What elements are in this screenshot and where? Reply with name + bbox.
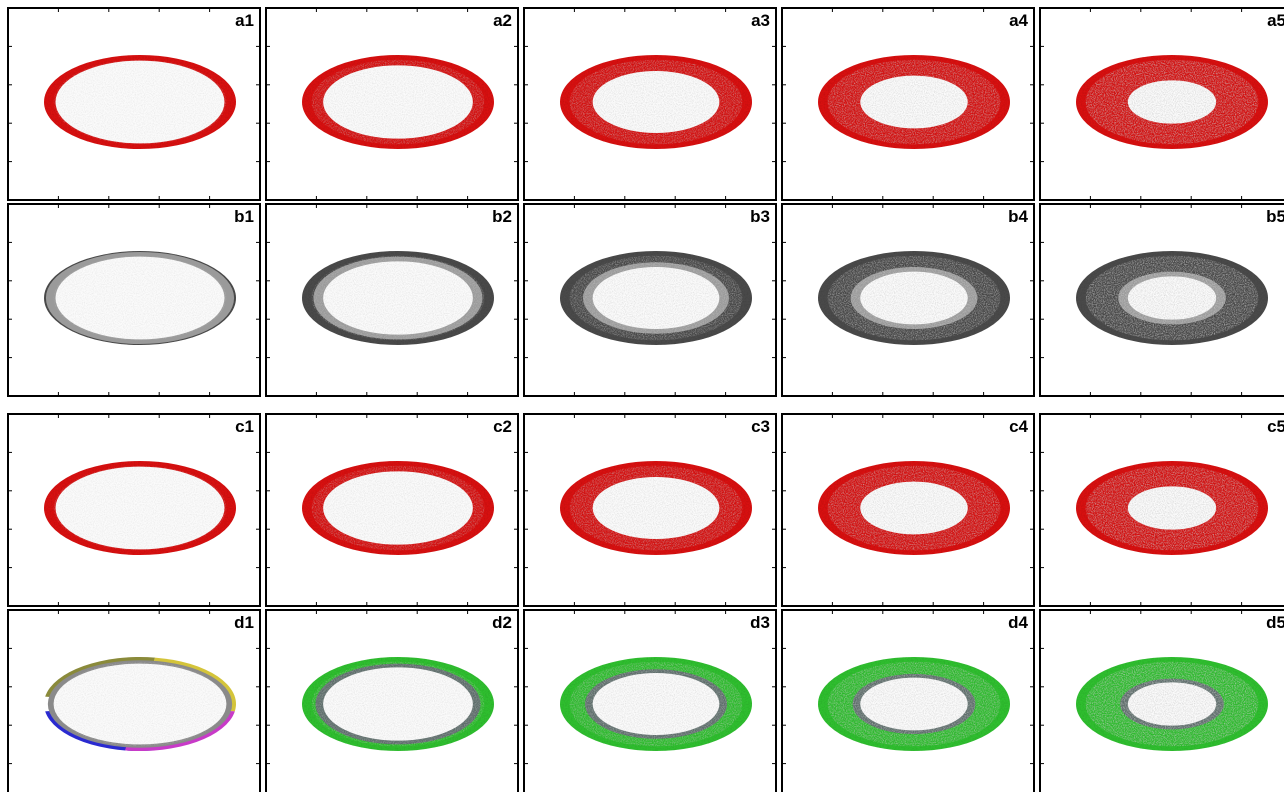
panel-label: a2 <box>493 11 512 30</box>
panel: d5 <box>1040 610 1284 792</box>
disc-speckle <box>312 256 485 341</box>
panel-label: d2 <box>492 613 512 632</box>
panel-label: b5 <box>1266 207 1284 226</box>
panel: b4 <box>782 204 1034 396</box>
panel: b5 <box>1040 204 1284 396</box>
panel-label: a3 <box>751 11 770 30</box>
panel-label: a5 <box>1267 11 1284 30</box>
disc-speckle <box>570 466 743 551</box>
panel-label: c3 <box>751 417 770 436</box>
panel: b2 <box>266 204 518 396</box>
panel: b3 <box>524 204 776 396</box>
disc-speckle <box>312 466 485 551</box>
panel: a5 <box>1040 8 1284 200</box>
panel: c1 <box>8 414 260 606</box>
panel-label: d5 <box>1266 613 1284 632</box>
panel-label: c1 <box>235 417 254 436</box>
disc-speckle <box>1086 466 1259 551</box>
panel-label: b1 <box>234 207 254 226</box>
panel-grid: a1 a2 a3 a4 a5 b1 b2 b3 b4 b5 c1 c2 c3 c4 c5 d1 d2 d3 d4 d5 <box>8 8 1284 792</box>
disc-speckle <box>570 662 743 747</box>
panel: c5 <box>1040 414 1284 606</box>
panel: c4 <box>782 414 1034 606</box>
disc-speckle <box>312 662 485 747</box>
panel-label: c4 <box>1009 417 1028 436</box>
disc-speckle <box>54 256 227 341</box>
figure: a1 a2 a3 a4 a5 b1 b2 b3 b4 b5 c1 c2 c3 c4 c5 d1 d2 d3 d4 d5 <box>0 0 1284 792</box>
panel: d1 <box>8 610 260 792</box>
disc-speckle <box>828 256 1001 341</box>
panel: d4 <box>782 610 1034 792</box>
disc-speckle <box>1086 662 1259 747</box>
panel-label: a1 <box>235 11 254 30</box>
panel-label: d3 <box>750 613 770 632</box>
panel: c3 <box>524 414 776 606</box>
panel-label: b4 <box>1008 207 1028 226</box>
panel: d2 <box>266 610 518 792</box>
panel: a4 <box>782 8 1034 200</box>
panel-label: c2 <box>493 417 512 436</box>
disc-speckle <box>54 60 227 145</box>
disc-speckle <box>828 466 1001 551</box>
panel-label: b2 <box>492 207 512 226</box>
panel: a2 <box>266 8 518 200</box>
panel: c2 <box>266 414 518 606</box>
disc-speckle <box>54 662 227 747</box>
panel-label: d4 <box>1008 613 1028 632</box>
panel: a1 <box>8 8 260 200</box>
disc-speckle <box>828 60 1001 145</box>
disc-speckle <box>828 662 1001 747</box>
panel-label: b3 <box>750 207 770 226</box>
panel-label: d1 <box>234 613 254 632</box>
disc-speckle <box>312 60 485 145</box>
disc-speckle <box>570 60 743 145</box>
panel: b1 <box>8 204 260 396</box>
panel-label: c5 <box>1267 417 1284 436</box>
panel: a3 <box>524 8 776 200</box>
disc-speckle <box>570 256 743 341</box>
disc-speckle <box>54 466 227 551</box>
page: a1 a2 a3 a4 a5 b1 b2 b3 b4 b5 c1 c2 c3 c4 c5 d1 d2 d3 d4 d5… <box>0 0 1284 792</box>
panel-label: a4 <box>1009 11 1028 30</box>
disc-speckle <box>1086 256 1259 341</box>
disc-speckle <box>1086 60 1259 145</box>
panel: d3 <box>524 610 776 792</box>
